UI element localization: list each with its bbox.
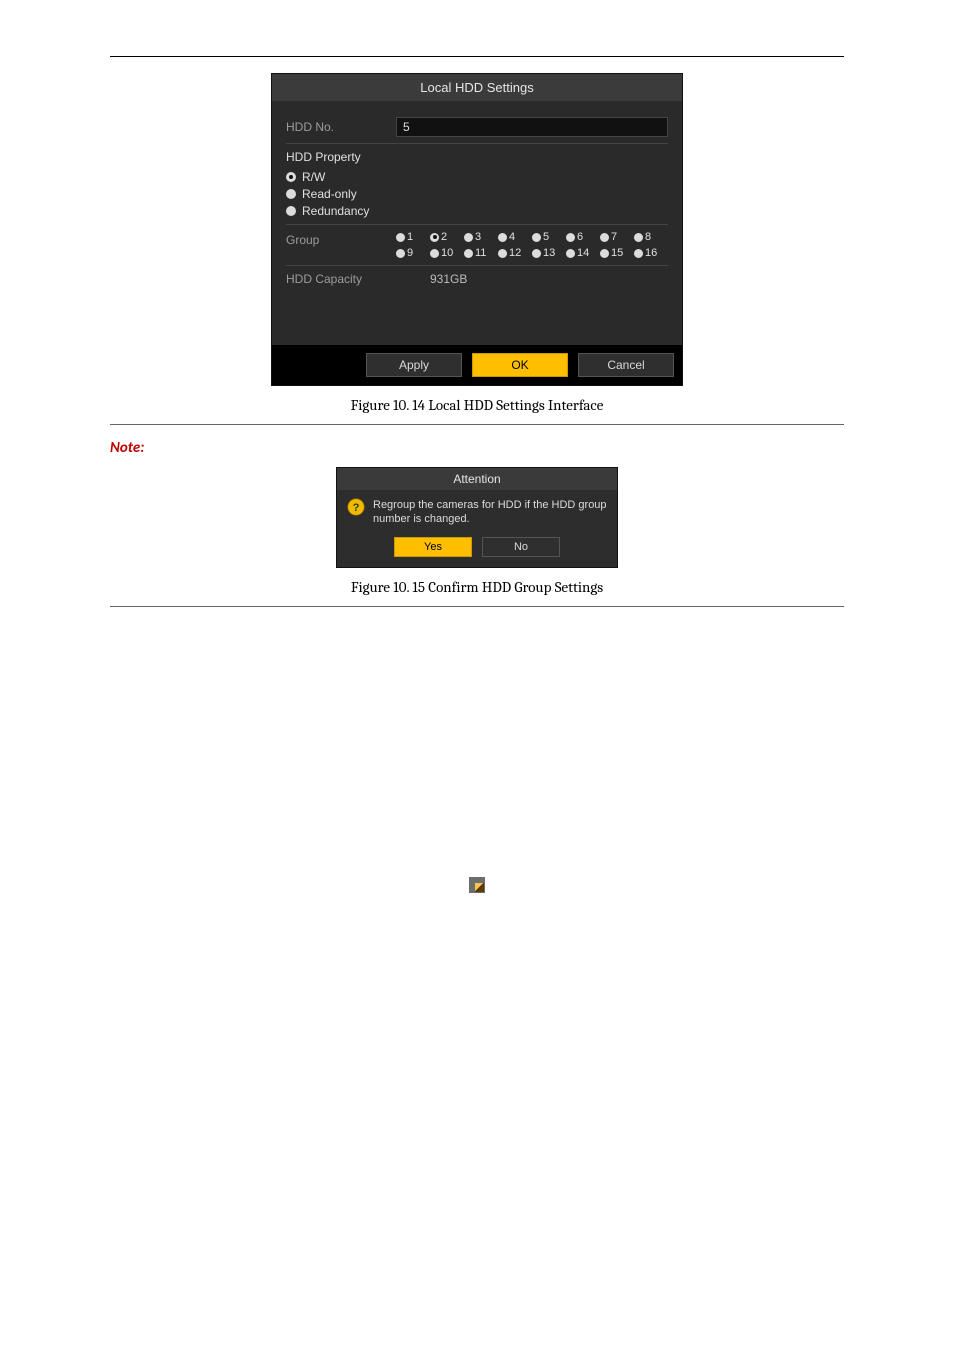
radio-dot-icon <box>634 233 643 242</box>
group-option-11[interactable]: 11 <box>464 247 498 259</box>
dialog-footer: Apply OK Cancel <box>272 345 682 385</box>
radio-dot-icon <box>634 249 643 258</box>
radio-dot-icon <box>532 249 541 258</box>
group-option-9[interactable]: 9 <box>396 247 430 259</box>
radio-re-label: Redundancy <box>302 204 369 218</box>
group-option-10[interactable]: 10 <box>430 247 464 259</box>
radio-dot-icon <box>430 249 439 258</box>
radio-dot-icon <box>532 233 541 242</box>
group-option-label: 4 <box>509 231 515 243</box>
attention-message: Regroup the cameras for HDD if the HDD g… <box>373 498 607 527</box>
radio-dot-icon <box>464 233 473 242</box>
radio-dot-icon <box>566 249 575 258</box>
group-grid: 12345678910111213141516 <box>396 231 668 259</box>
radio-rw-label: R/W <box>302 170 325 184</box>
figure-caption-2: Figure 10. 15 Confirm HDD Group Settings <box>110 578 844 596</box>
radio-redundancy[interactable]: Redundancy <box>286 204 668 218</box>
radio-dot-icon <box>600 233 609 242</box>
group-row: Group 12345678910111213141516 <box>286 231 668 259</box>
hdd-no-value: 5 <box>403 120 410 134</box>
group-option-label: 16 <box>645 247 657 259</box>
attention-dialog: Attention ? Regroup the cameras for HDD … <box>336 467 618 568</box>
separator <box>286 265 668 266</box>
hdd-no-label: HDD No. <box>286 120 396 134</box>
group-option-1[interactable]: 1 <box>396 231 430 243</box>
group-option-13[interactable]: 13 <box>532 247 566 259</box>
separator <box>286 143 668 144</box>
group-option-label: 2 <box>441 231 447 243</box>
group-option-label: 13 <box>543 247 555 259</box>
radio-dot-icon <box>498 233 507 242</box>
radio-dot-ro-icon <box>286 189 296 199</box>
group-label: Group <box>286 233 394 247</box>
group-option-6[interactable]: 6 <box>566 231 600 243</box>
hdd-no-select[interactable]: 5 <box>396 117 668 137</box>
dialog-title: Local HDD Settings <box>272 74 682 101</box>
capacity-row: HDD Capacity 931GB <box>286 272 668 286</box>
group-option-5[interactable]: 5 <box>532 231 566 243</box>
group-option-14[interactable]: 14 <box>566 247 600 259</box>
cancel-button[interactable]: Cancel <box>578 353 674 377</box>
group-option-16[interactable]: 16 <box>634 247 668 259</box>
ok-button[interactable]: OK <box>472 353 568 377</box>
group-option-4[interactable]: 4 <box>498 231 532 243</box>
group-option-3[interactable]: 3 <box>464 231 498 243</box>
radio-dot-icon <box>498 249 507 258</box>
radio-ro-label: Read-only <box>302 187 357 201</box>
group-option-label: 1 <box>407 231 413 243</box>
radio-dot-icon <box>566 233 575 242</box>
question-icon: ? <box>347 498 365 516</box>
radio-dot-icon <box>464 249 473 258</box>
local-hdd-settings-dialog: Local HDD Settings HDD No. 5 HDD Propert… <box>271 73 683 386</box>
no-button[interactable]: No <box>482 537 560 557</box>
group-option-8[interactable]: 8 <box>634 231 668 243</box>
section-rule <box>110 424 844 425</box>
group-option-label: 11 <box>475 247 486 259</box>
group-option-label: 6 <box>577 231 583 243</box>
group-option-label: 15 <box>611 247 623 259</box>
radio-dot-icon <box>396 233 405 242</box>
capacity-label: HDD Capacity <box>286 272 396 286</box>
apply-button[interactable]: Apply <box>366 353 462 377</box>
section-rule <box>110 606 844 607</box>
group-option-label: 7 <box>611 231 617 243</box>
radio-dot-icon <box>430 233 439 242</box>
separator <box>286 224 668 225</box>
radio-read-only[interactable]: Read-only <box>286 187 668 201</box>
group-option-12[interactable]: 12 <box>498 247 532 259</box>
radio-dot-rw-icon <box>286 172 296 182</box>
group-option-label: 8 <box>645 231 651 243</box>
capacity-value: 931GB <box>430 272 467 286</box>
radio-rw[interactable]: R/W <box>286 170 668 184</box>
radio-dot-icon <box>396 249 405 258</box>
group-option-label: 14 <box>577 247 589 259</box>
hdd-property-label: HDD Property <box>286 150 396 164</box>
radio-dot-icon <box>600 249 609 258</box>
svg-text:?: ? <box>353 502 360 514</box>
group-option-2[interactable]: 2 <box>430 231 464 243</box>
edit-icon-line <box>110 877 844 895</box>
group-option-label: 3 <box>475 231 481 243</box>
group-option-label: 12 <box>509 247 521 259</box>
group-option-label: 10 <box>441 247 453 259</box>
edit-icon <box>469 877 485 893</box>
group-option-label: 5 <box>543 231 549 243</box>
group-option-15[interactable]: 15 <box>600 247 634 259</box>
figure-caption-1: Figure 10. 14 Local HDD Settings Interfa… <box>110 396 844 414</box>
top-rule <box>110 56 844 57</box>
attention-title: Attention <box>337 468 617 490</box>
radio-dot-re-icon <box>286 206 296 216</box>
group-option-label: 9 <box>407 247 413 259</box>
group-option-7[interactable]: 7 <box>600 231 634 243</box>
yes-button[interactable]: Yes <box>394 537 472 557</box>
hdd-no-row: HDD No. 5 <box>286 117 668 137</box>
note-label: Note: <box>110 439 844 457</box>
